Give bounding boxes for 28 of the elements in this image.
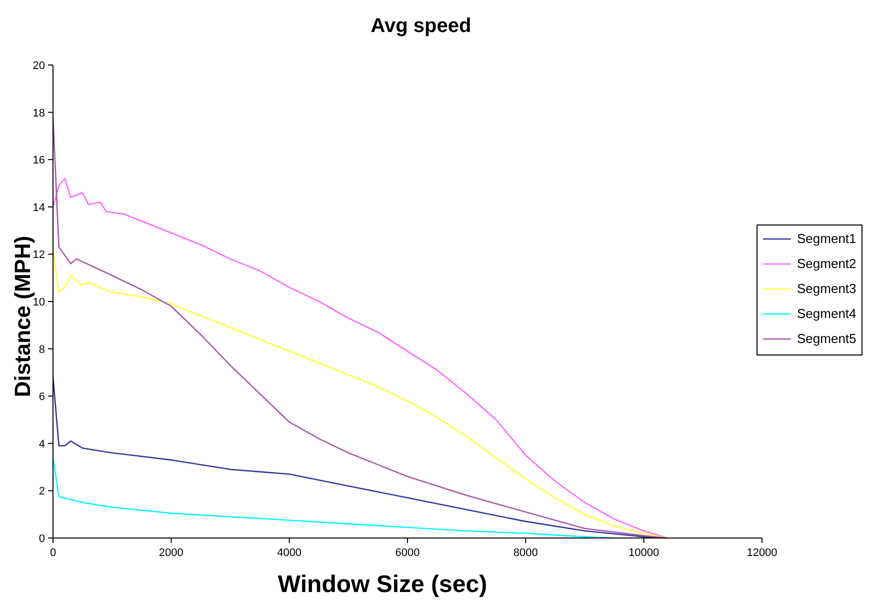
legend-label: Segment5 — [797, 331, 856, 346]
x-tick-label: 2000 — [158, 547, 184, 559]
y-tick-label: 20 — [32, 60, 45, 72]
x-tick-label: 0 — [50, 547, 56, 559]
x-tick-label: 6000 — [395, 547, 420, 559]
y-tick-label: 8 — [38, 344, 45, 356]
y-tick-label: 4 — [38, 438, 45, 450]
x-axis-title: Window Size (sec) — [278, 571, 488, 598]
x-tick-label: 8000 — [513, 547, 538, 559]
legend-label: Segment3 — [797, 281, 856, 296]
y-tick-label: 6 — [38, 391, 45, 404]
chart-title: Avg speed — [370, 15, 472, 37]
x-tick-label: 10000 — [628, 547, 660, 559]
legend-label: Segment4 — [797, 306, 856, 321]
y-tick-label: 0 — [38, 533, 45, 545]
x-tick-label: 12000 — [746, 547, 778, 559]
y-tick-label: 18 — [32, 107, 45, 120]
y-tick-label: 16 — [32, 154, 45, 167]
y-tick-label: 14 — [32, 202, 45, 214]
line-series — [52, 248, 668, 539]
y-tick-label: 10 — [32, 296, 45, 308]
x-tick-label: 4000 — [277, 547, 302, 559]
legend-label: Segment2 — [797, 256, 856, 271]
legend-label: Segment1 — [797, 231, 856, 246]
line-series — [52, 456, 615, 539]
y-tick-label: 12 — [32, 249, 45, 262]
y-tick-label: 2 — [38, 486, 45, 498]
y-axis-title: Distance (MPH) — [10, 236, 35, 398]
